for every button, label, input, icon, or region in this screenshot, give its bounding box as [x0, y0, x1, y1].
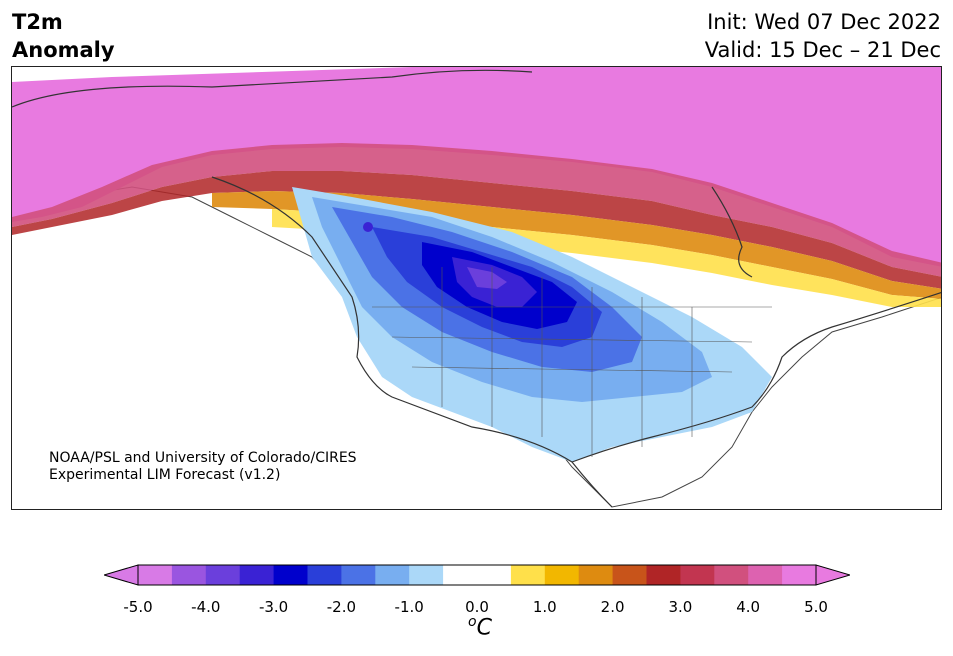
anomaly-map [11, 66, 942, 510]
colorbar-tick-label: 0.0 [465, 598, 489, 616]
colorbar-max-extend [815, 564, 850, 586]
colorbar-segment [544, 565, 580, 585]
state-borders [372, 267, 772, 457]
colorbar-tick-label: -5.0 [123, 598, 153, 616]
data-credit: NOAA/PSL and University of Colorado/CIRE… [49, 450, 357, 484]
cold-anomaly-layer [292, 187, 772, 462]
colorbar-segment [443, 565, 478, 585]
credit-line1: NOAA/PSL and University of Colorado/CIRE… [49, 450, 357, 466]
colorbar-tick-label: -2.0 [326, 598, 357, 616]
units-celsius: C [476, 615, 492, 641]
map-title-line2: Anomaly [12, 38, 115, 62]
map-title: T2m Anomaly [12, 8, 115, 64]
colorbar-segment [341, 565, 376, 585]
colorbar-tick-label: -1.0 [394, 598, 424, 616]
colorbar-tick-label: -4.0 [191, 598, 221, 616]
colorbar-segment [680, 565, 715, 585]
colorbar-segment [748, 565, 783, 585]
colorbar-segment [714, 565, 749, 585]
colorbar-segment [477, 565, 512, 585]
units-label: oC [460, 614, 500, 640]
colorbar-segment [239, 565, 275, 585]
colorbar-segment [273, 565, 308, 585]
colorbar-segment [409, 565, 444, 585]
colorbar-segments [104, 564, 850, 586]
colorbar-segment [307, 565, 342, 585]
colorbar-tick-label: 4.0 [736, 598, 761, 616]
colorbar-segment [138, 565, 173, 585]
colorbar-tick-label: 2.0 [600, 598, 625, 616]
credit-line2: Experimental LIM Forecast (v1.2) [49, 467, 281, 483]
colorbar-segment [375, 565, 410, 585]
init-date: Init: Wed 07 Dec 2022 [707, 10, 941, 34]
colorbar-min-extend [104, 564, 139, 586]
valid-range: Valid: 15 Dec – 21 Dec [704, 38, 941, 62]
colorbar-tick-label: -3.0 [258, 598, 289, 616]
colorbar [104, 564, 850, 586]
map-title-line1: T2m [12, 10, 63, 34]
colorbar-segment [782, 565, 817, 585]
colorbar-segment [578, 565, 614, 585]
anomaly-map-svg [12, 67, 941, 508]
colorbar-tick-label: 3.0 [668, 598, 693, 616]
colorbar-segment [612, 565, 647, 585]
units-degree: o [468, 614, 477, 630]
forecast-dates: Init: Wed 07 Dec 2022 Valid: 15 Dec – 21… [705, 8, 941, 64]
colorbar-segment [646, 565, 681, 585]
colorbar-segment [510, 565, 546, 585]
colorbar-segment [171, 565, 207, 585]
colorbar-tick-label: 1.0 [532, 598, 557, 616]
coastline-layer [12, 69, 941, 508]
colorbar-outline [137, 564, 817, 586]
colorbar-tick-label: 5.0 [804, 598, 828, 616]
colorbar-segment [205, 565, 241, 585]
